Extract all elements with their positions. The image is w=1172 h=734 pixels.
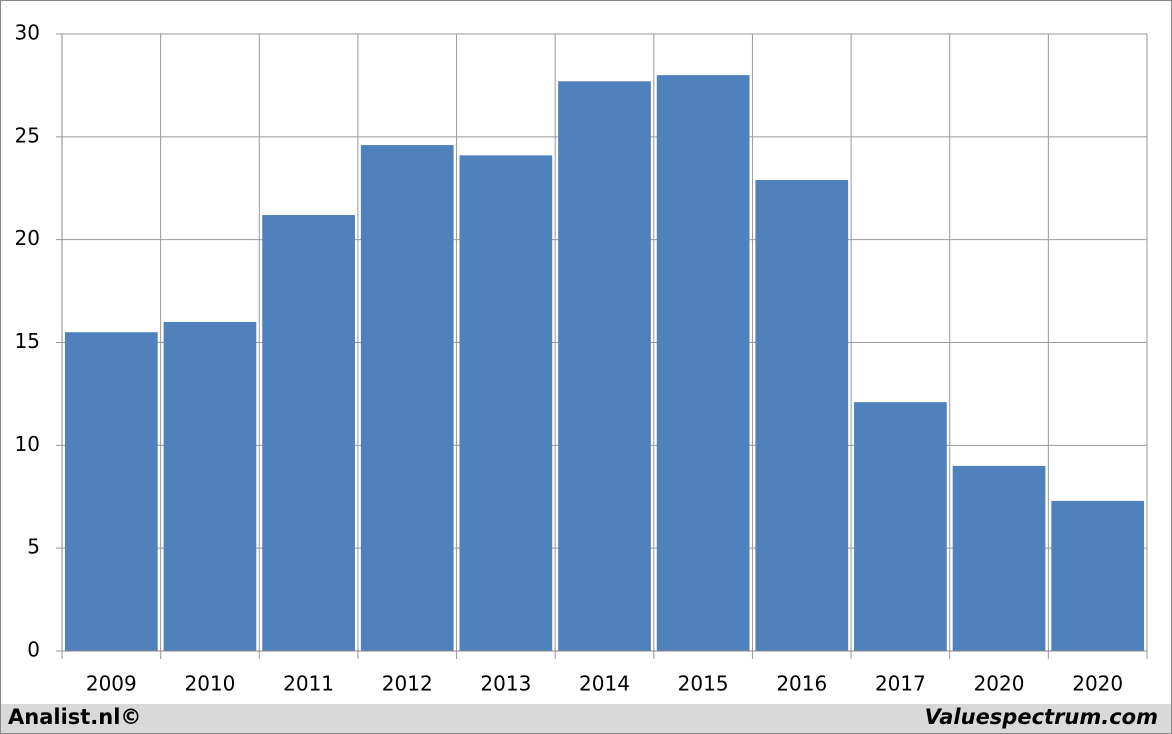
footer-right: Valuespectrum.com	[925, 705, 1158, 729]
bar	[163, 321, 257, 651]
bar	[459, 155, 553, 652]
y-tick-label: 15	[15, 329, 40, 353]
x-tick-label: 2010	[185, 672, 236, 696]
x-tick-label: 2016	[776, 672, 827, 696]
y-tick-label: 20	[15, 226, 40, 250]
footer-left: Analist.nl©	[8, 705, 141, 729]
bar	[755, 180, 849, 652]
x-tick-label: 2020	[974, 672, 1025, 696]
x-tick-label: 2012	[382, 672, 433, 696]
bar	[64, 332, 158, 651]
bar	[952, 465, 1046, 651]
bar	[656, 75, 750, 652]
x-tick-label: 2020	[1072, 672, 1123, 696]
x-tick-label: 2011	[283, 672, 334, 696]
bar	[262, 214, 355, 651]
bar	[558, 81, 651, 651]
x-tick-label: 2014	[579, 672, 630, 696]
bar	[360, 145, 454, 651]
y-tick-label: 25	[15, 123, 40, 147]
x-tick-label: 2015	[678, 672, 729, 696]
bar	[854, 402, 947, 651]
y-tick-label: 30	[15, 21, 40, 45]
y-tick-label: 10	[15, 432, 40, 456]
x-tick-label: 2013	[480, 672, 531, 696]
x-tick-label: 2009	[86, 672, 137, 696]
footer-band	[1, 704, 1171, 733]
x-tick-label: 2017	[875, 672, 926, 696]
y-tick-label: 0	[27, 638, 40, 662]
bar	[1051, 500, 1145, 651]
y-tick-label: 5	[27, 535, 40, 559]
